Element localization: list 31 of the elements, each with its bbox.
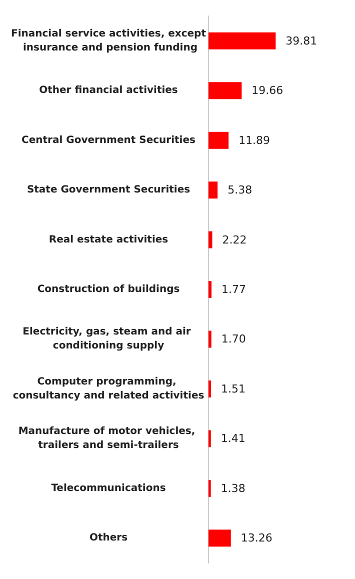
y-tick-label: Construction of buildings (37, 284, 180, 295)
y-tick-label: Central Government Securities (22, 134, 196, 146)
y-tick-label: State Government Securities (26, 184, 190, 196)
y-tick-label: Computer programming, consultancy and related activities (12, 376, 204, 402)
y-tick-label: Others (89, 532, 128, 544)
bar (208, 82, 242, 100)
data-label: 19.66 (252, 84, 284, 98)
y-tick-label: Manufacture of motor vehicles, trailers and semi-trailers (18, 426, 199, 452)
data-label: 2.22 (222, 233, 247, 246)
bar (208, 281, 212, 298)
y-tick-label: Other financial activities (39, 85, 178, 96)
data-label: 5.38 (228, 184, 252, 197)
bar (208, 32, 276, 50)
data-label: 1.70 (221, 332, 246, 346)
data-label: 1.51 (221, 382, 246, 396)
bar (208, 231, 212, 248)
y-tick-label: Telecommunications (51, 482, 166, 494)
y-tick-label: Financial service activities, except insurance and pension funding (11, 28, 206, 54)
data-label: 1.38 (220, 482, 246, 495)
bar (208, 182, 218, 199)
bar (208, 530, 231, 547)
data-label: 13.26 (240, 532, 272, 545)
y-tick-label: Electricity, gas, steam and air conditioning supply (22, 326, 194, 352)
data-label: 39.81 (286, 34, 318, 48)
y-tick-label: Real estate activities (48, 234, 168, 246)
data-label: 1.77 (221, 283, 246, 296)
data-label: 1.41 (220, 432, 246, 446)
bar (208, 330, 212, 348)
bar (208, 132, 229, 149)
bar (208, 380, 212, 398)
data-label: 11.89 (238, 134, 270, 147)
